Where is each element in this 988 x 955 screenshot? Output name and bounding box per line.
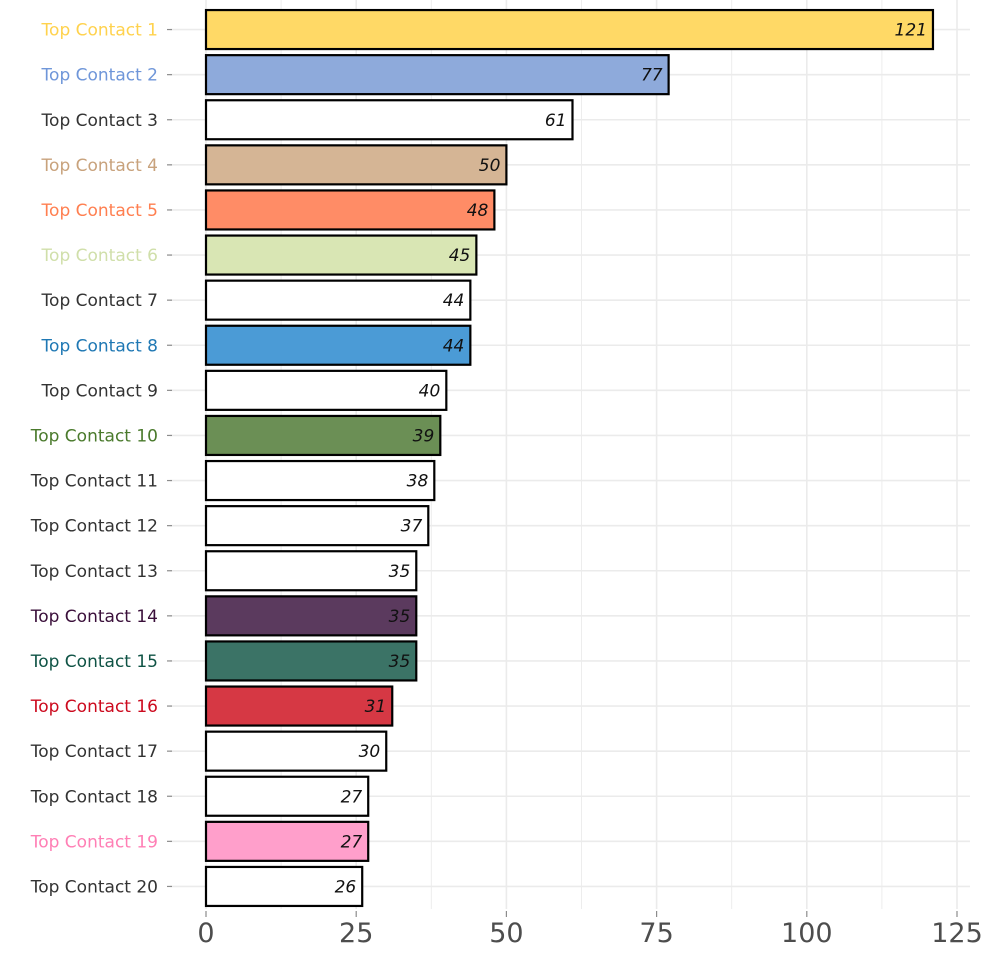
bar xyxy=(206,596,416,635)
value-label: 30 xyxy=(359,742,381,762)
bar xyxy=(206,641,416,680)
value-label: 61 xyxy=(545,111,567,131)
category-label: Top Contact 19 xyxy=(30,832,158,852)
category-label: Top Contact 18 xyxy=(30,787,158,807)
category-label: Top Contact 6 xyxy=(41,246,158,266)
category-label: Top Contact 8 xyxy=(41,336,158,356)
value-label: 27 xyxy=(341,787,363,807)
value-label: 39 xyxy=(413,426,435,446)
category-label: Top Contact 16 xyxy=(30,697,158,717)
category-label: Top Contact 15 xyxy=(30,652,158,672)
value-label: 35 xyxy=(389,562,411,582)
x-tick-label: 75 xyxy=(639,918,673,949)
value-label: 44 xyxy=(443,336,465,356)
category-label: Top Contact 14 xyxy=(30,607,158,627)
category-label: Top Contact 2 xyxy=(41,66,158,86)
bar xyxy=(206,461,434,500)
bar xyxy=(206,145,506,184)
value-label: 26 xyxy=(335,877,357,897)
bar xyxy=(206,506,428,545)
bar xyxy=(206,190,494,229)
category-label: Top Contact 20 xyxy=(30,877,158,897)
category-label: Top Contact 4 xyxy=(41,156,158,176)
value-label: 35 xyxy=(389,652,411,672)
x-tick-label: 100 xyxy=(781,918,833,949)
value-label: 48 xyxy=(467,201,489,221)
bar xyxy=(206,371,446,410)
value-label: 38 xyxy=(407,472,429,492)
category-label: Top Contact 11 xyxy=(30,472,158,492)
category-label: Top Contact 1 xyxy=(41,21,158,41)
value-label: 37 xyxy=(401,517,423,537)
value-label: 121 xyxy=(895,21,927,41)
x-tick-label: 50 xyxy=(489,918,523,949)
x-tick-label: 0 xyxy=(197,918,214,949)
value-label: 44 xyxy=(443,291,465,311)
bar xyxy=(206,100,572,139)
value-label: 77 xyxy=(641,66,663,86)
bar xyxy=(206,416,440,455)
value-label: 27 xyxy=(341,832,363,852)
category-label: Top Contact 12 xyxy=(30,517,158,537)
bar xyxy=(206,551,416,590)
category-label: Top Contact 5 xyxy=(41,201,158,221)
bar xyxy=(206,236,476,275)
bar xyxy=(206,281,470,320)
category-label: Top Contact 10 xyxy=(30,426,158,446)
x-tick-label: 25 xyxy=(339,918,373,949)
category-label: Top Contact 3 xyxy=(41,111,158,131)
x-tick-label: 125 xyxy=(931,918,983,949)
value-label: 40 xyxy=(419,381,441,401)
category-label: Top Contact 7 xyxy=(41,291,158,311)
bar xyxy=(206,55,669,94)
value-label: 45 xyxy=(449,246,471,266)
value-label: 50 xyxy=(479,156,501,176)
category-label: Top Contact 9 xyxy=(41,381,158,401)
bar xyxy=(206,10,933,49)
value-label: 35 xyxy=(389,607,411,627)
category-label: Top Contact 13 xyxy=(30,562,158,582)
category-label: Top Contact 17 xyxy=(30,742,158,762)
bar xyxy=(206,326,470,365)
value-label: 31 xyxy=(365,697,387,717)
